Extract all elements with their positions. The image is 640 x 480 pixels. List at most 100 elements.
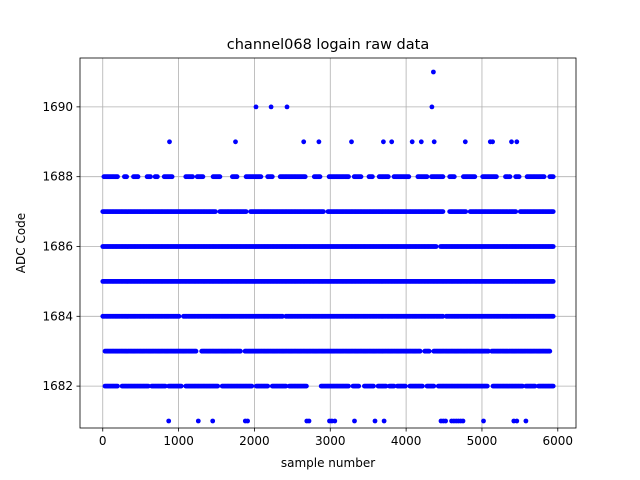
x-tick-label: 0 <box>99 434 107 448</box>
data-point <box>210 418 216 424</box>
data-point <box>346 383 351 389</box>
data-point <box>481 418 486 424</box>
data-point <box>440 174 446 180</box>
data-point <box>306 418 312 424</box>
data-point <box>541 174 547 180</box>
data-point <box>509 139 514 145</box>
data-point <box>283 383 289 389</box>
data-point <box>440 313 446 319</box>
data-point <box>532 383 538 389</box>
data-point <box>346 174 351 180</box>
data-point <box>358 174 364 180</box>
data-point <box>523 418 529 424</box>
x-tick-label: 2000 <box>239 434 270 448</box>
data-point <box>258 174 264 180</box>
data-point <box>484 383 490 389</box>
data-point <box>269 174 275 180</box>
axis-ticks: 0 1000 2000 3000 4000 5000 6000 1682 1684 1686 168… <box>42 100 573 448</box>
x-tick-label: 1000 <box>163 434 194 448</box>
data-point <box>550 244 556 249</box>
data-point <box>356 383 362 389</box>
data-point <box>145 383 151 389</box>
data-point <box>280 313 285 319</box>
data-point <box>193 348 199 354</box>
y-tick-label: 1688 <box>42 170 73 184</box>
data-point <box>213 209 218 215</box>
data-point <box>403 383 408 389</box>
data-point <box>190 174 196 180</box>
data-point <box>513 209 519 215</box>
y-tick-label: 1682 <box>42 379 73 393</box>
data-point <box>429 104 435 110</box>
data-point <box>383 383 389 389</box>
data-point <box>249 383 255 389</box>
data-point <box>115 383 120 389</box>
data-point <box>550 174 556 180</box>
data-point <box>148 174 153 180</box>
data-point <box>426 348 432 354</box>
data-point <box>332 418 338 424</box>
data-point <box>372 418 378 424</box>
data-point <box>233 139 238 145</box>
data-point <box>321 209 326 215</box>
data-point <box>490 139 495 145</box>
data-point <box>550 279 556 284</box>
data-point <box>243 209 249 215</box>
data-point <box>486 348 491 354</box>
data-point <box>135 174 141 180</box>
data-point <box>431 69 436 75</box>
x-tick-label: 6000 <box>543 434 574 448</box>
y-tick-label: 1684 <box>42 309 73 323</box>
data-point <box>385 174 391 180</box>
data-point <box>178 383 184 389</box>
data-point <box>514 139 520 145</box>
data-point <box>418 139 424 145</box>
data-point <box>349 139 354 145</box>
data-point <box>550 313 556 319</box>
data-point <box>431 139 437 145</box>
plot-frame <box>79 57 577 429</box>
y-axis-label: ADC Code <box>14 213 28 273</box>
data-point <box>200 174 206 180</box>
data-point <box>381 139 386 145</box>
data-point <box>494 174 499 180</box>
data-point <box>433 244 439 249</box>
data-point <box>420 383 425 389</box>
data-point <box>304 383 309 389</box>
data-point <box>162 383 168 389</box>
data-point <box>381 418 387 424</box>
data-point <box>514 418 520 424</box>
data-point <box>520 383 525 389</box>
data-point <box>391 383 397 389</box>
data-point <box>431 383 437 389</box>
data-point <box>169 174 175 180</box>
data-point <box>417 348 423 354</box>
data-point <box>215 383 221 389</box>
data-point <box>472 174 478 180</box>
data-point <box>550 209 556 215</box>
data-point <box>424 174 430 180</box>
data-point <box>389 139 395 145</box>
x-tick-label: 4000 <box>391 434 422 448</box>
data-point <box>284 104 290 110</box>
data-point <box>516 174 522 180</box>
data-point <box>166 418 172 424</box>
data-point <box>265 383 271 389</box>
data-point <box>370 174 375 180</box>
data-point <box>195 418 201 424</box>
data-point <box>317 174 323 180</box>
y-tick-label: 1686 <box>42 239 73 253</box>
data-point <box>238 348 243 354</box>
data-point <box>245 418 251 424</box>
y-tick-label: 1690 <box>42 100 73 114</box>
data-point <box>176 313 182 319</box>
data-point <box>115 174 120 180</box>
data-point <box>460 418 466 424</box>
data-point <box>253 104 259 110</box>
data-point <box>302 174 308 180</box>
data-point <box>462 139 468 145</box>
data-point <box>550 383 556 389</box>
